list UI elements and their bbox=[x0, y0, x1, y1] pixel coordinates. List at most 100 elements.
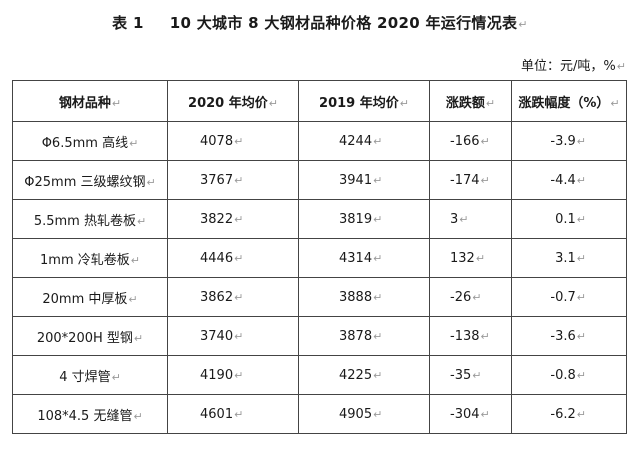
table-title-text: 10 大城市 8 大钢材品种价格 2020 年运行情况表 bbox=[169, 14, 518, 32]
header-change: 涨跌额↵ bbox=[429, 80, 512, 122]
paragraph-mark-icon: ↵ bbox=[373, 173, 383, 187]
paragraph-mark-icon: ↵ bbox=[130, 253, 140, 267]
cell-avg-2019: 4244↵ bbox=[298, 121, 430, 161]
paragraph-mark-icon: ↵ bbox=[485, 96, 496, 110]
cell-change: -174↵ bbox=[429, 160, 512, 200]
cell-product: 20mm 中厚板↵ bbox=[12, 277, 168, 317]
table-row: Φ6.5mm 高线↵ 4078↵ 4244↵ -166↵ -3.9↵ bbox=[12, 121, 627, 161]
cell-change-pct: 3.1↵ bbox=[511, 238, 627, 278]
table-row: 108*4.5 无缝管↵ 4601↵ 4905↵ -304↵ -6.2↵ bbox=[12, 394, 627, 434]
cell-product: Φ25mm 三级螺纹钢↵ bbox=[12, 160, 168, 200]
cell-avg-2020: 3740↵ bbox=[167, 316, 299, 356]
paragraph-mark-icon: ↵ bbox=[234, 329, 244, 343]
paragraph-mark-icon: ↵ bbox=[616, 60, 626, 73]
cell-change-pct: -3.9↵ bbox=[511, 121, 627, 161]
paragraph-mark-icon: ↵ bbox=[480, 173, 490, 187]
table-row: 1mm 冷轧卷板↵ 4446↵ 4314↵ 132↵ 3.1↵ bbox=[12, 238, 627, 278]
cell-product: 200*200H 型钢↵ bbox=[12, 316, 168, 356]
paragraph-mark-icon: ↵ bbox=[234, 290, 244, 304]
paragraph-mark-icon: ↵ bbox=[133, 331, 144, 345]
cell-avg-2020: 3767↵ bbox=[167, 160, 299, 200]
paragraph-mark-icon: ↵ bbox=[480, 407, 490, 421]
paragraph-mark-icon: ↵ bbox=[518, 18, 528, 31]
cell-avg-2020: 4190↵ bbox=[167, 355, 299, 395]
cell-change: -304↵ bbox=[429, 394, 512, 434]
table-row: 5.5mm 热轧卷板↵ 3822↵ 3819↵ 3↵ 0.1↵ bbox=[12, 199, 627, 239]
cell-avg-2020: 3862↵ bbox=[167, 277, 299, 317]
table-row: 20mm 中厚板↵ 3862↵ 3888↵ -26↵ -0.7↵ bbox=[12, 277, 627, 317]
header-product: 钢材品种↵ bbox=[12, 80, 168, 122]
paragraph-mark-icon: ↵ bbox=[373, 407, 383, 421]
paragraph-mark-icon: ↵ bbox=[373, 368, 383, 382]
paragraph-mark-icon: ↵ bbox=[576, 290, 586, 304]
paragraph-mark-icon: ↵ bbox=[234, 368, 244, 382]
paragraph-mark-icon: ↵ bbox=[576, 368, 586, 382]
cell-avg-2019: 4905↵ bbox=[298, 394, 430, 434]
unit-label: 单位：元/吨，%↵ bbox=[521, 55, 626, 74]
paragraph-mark-icon: ↵ bbox=[480, 329, 490, 343]
paragraph-mark-icon: ↵ bbox=[459, 212, 469, 226]
table-row: Φ25mm 三级螺纹钢↵ 3767↵ 3941↵ -174↵ -4.4↵ bbox=[12, 160, 627, 200]
cell-avg-2019: 4225↵ bbox=[298, 355, 430, 395]
cell-avg-2019: 3888↵ bbox=[298, 277, 430, 317]
paragraph-mark-icon: ↵ bbox=[576, 173, 586, 187]
paragraph-mark-icon: ↵ bbox=[234, 251, 244, 265]
paragraph-mark-icon: ↵ bbox=[129, 136, 139, 150]
table-title: 表 1 10 大城市 8 大钢材品种价格 2020 年运行情况表↵ bbox=[0, 12, 640, 33]
header-avg-2019: 2019 年均价↵ bbox=[298, 80, 430, 122]
paragraph-mark-icon: ↵ bbox=[480, 134, 490, 148]
paragraph-mark-icon: ↵ bbox=[373, 212, 383, 226]
cell-product: 1mm 冷轧卷板↵ bbox=[12, 238, 168, 278]
cell-avg-2020: 4601↵ bbox=[167, 394, 299, 434]
cell-change-pct: -6.2↵ bbox=[511, 394, 627, 434]
cell-product: 5.5mm 热轧卷板↵ bbox=[12, 199, 168, 239]
paragraph-mark-icon: ↵ bbox=[576, 251, 586, 265]
paragraph-mark-icon: ↵ bbox=[399, 96, 409, 110]
table-row: 4 寸焊管↵ 4190↵ 4225↵ -35↵ -0.8↵ bbox=[12, 355, 627, 395]
paragraph-mark-icon: ↵ bbox=[472, 368, 482, 382]
paragraph-mark-icon: ↵ bbox=[268, 96, 278, 110]
header-avg-2020: 2020 年均价↵ bbox=[167, 80, 299, 122]
paragraph-mark-icon: ↵ bbox=[128, 292, 138, 306]
cell-avg-2020: 3822↵ bbox=[167, 199, 299, 239]
header-change-pct: 涨跌幅度（%）↵ bbox=[511, 80, 627, 122]
cell-avg-2020: 4446↵ bbox=[167, 238, 299, 278]
paragraph-mark-icon: ↵ bbox=[475, 251, 486, 265]
paragraph-mark-icon: ↵ bbox=[234, 212, 244, 226]
paragraph-mark-icon: ↵ bbox=[576, 134, 586, 148]
cell-product: 108*4.5 无缝管↵ bbox=[12, 394, 168, 434]
paragraph-mark-icon: ↵ bbox=[576, 212, 586, 226]
cell-change: -35↵ bbox=[429, 355, 512, 395]
cell-change: 132↵ bbox=[429, 238, 512, 278]
cell-change: -166↵ bbox=[429, 121, 512, 161]
table-number: 表 1 bbox=[112, 14, 144, 32]
cell-avg-2020: 4078↵ bbox=[167, 121, 299, 161]
cell-change: -26↵ bbox=[429, 277, 512, 317]
table-row: 200*200H 型钢↵ 3740↵ 3878↵ -138↵ -3.6↵ bbox=[12, 316, 627, 356]
cell-change-pct: -3.6↵ bbox=[511, 316, 627, 356]
cell-change: -138↵ bbox=[429, 316, 512, 356]
cell-change-pct: -0.8↵ bbox=[511, 355, 627, 395]
paragraph-mark-icon: ↵ bbox=[234, 407, 244, 421]
paragraph-mark-icon: ↵ bbox=[136, 214, 147, 228]
paragraph-mark-icon: ↵ bbox=[373, 251, 383, 265]
header-row: 钢材品种↵ 2020 年均价↵ 2019 年均价↵ 涨跌额↵ 涨跌幅度（%）↵ bbox=[12, 80, 627, 122]
paragraph-mark-icon: ↵ bbox=[576, 407, 586, 421]
paragraph-mark-icon: ↵ bbox=[373, 134, 383, 148]
cell-change-pct: -0.7↵ bbox=[511, 277, 627, 317]
cell-avg-2019: 3941↵ bbox=[298, 160, 430, 200]
cell-change-pct: 0.1↵ bbox=[511, 199, 627, 239]
cell-product: Φ6.5mm 高线↵ bbox=[12, 121, 168, 161]
cell-change: 3↵ bbox=[429, 199, 512, 239]
paragraph-mark-icon: ↵ bbox=[111, 370, 121, 384]
cell-avg-2019: 3878↵ bbox=[298, 316, 430, 356]
paragraph-mark-icon: ↵ bbox=[576, 329, 586, 343]
paragraph-mark-icon: ↵ bbox=[146, 175, 156, 189]
paragraph-mark-icon: ↵ bbox=[373, 329, 383, 343]
cell-avg-2019: 4314↵ bbox=[298, 238, 430, 278]
paragraph-mark-icon: ↵ bbox=[610, 96, 620, 110]
cell-product: 4 寸焊管↵ bbox=[12, 355, 168, 395]
paragraph-mark-icon: ↵ bbox=[234, 173, 244, 187]
paragraph-mark-icon: ↵ bbox=[234, 134, 244, 148]
price-table: 钢材品种↵ 2020 年均价↵ 2019 年均价↵ 涨跌额↵ 涨跌幅度（%）↵ … bbox=[12, 80, 627, 434]
